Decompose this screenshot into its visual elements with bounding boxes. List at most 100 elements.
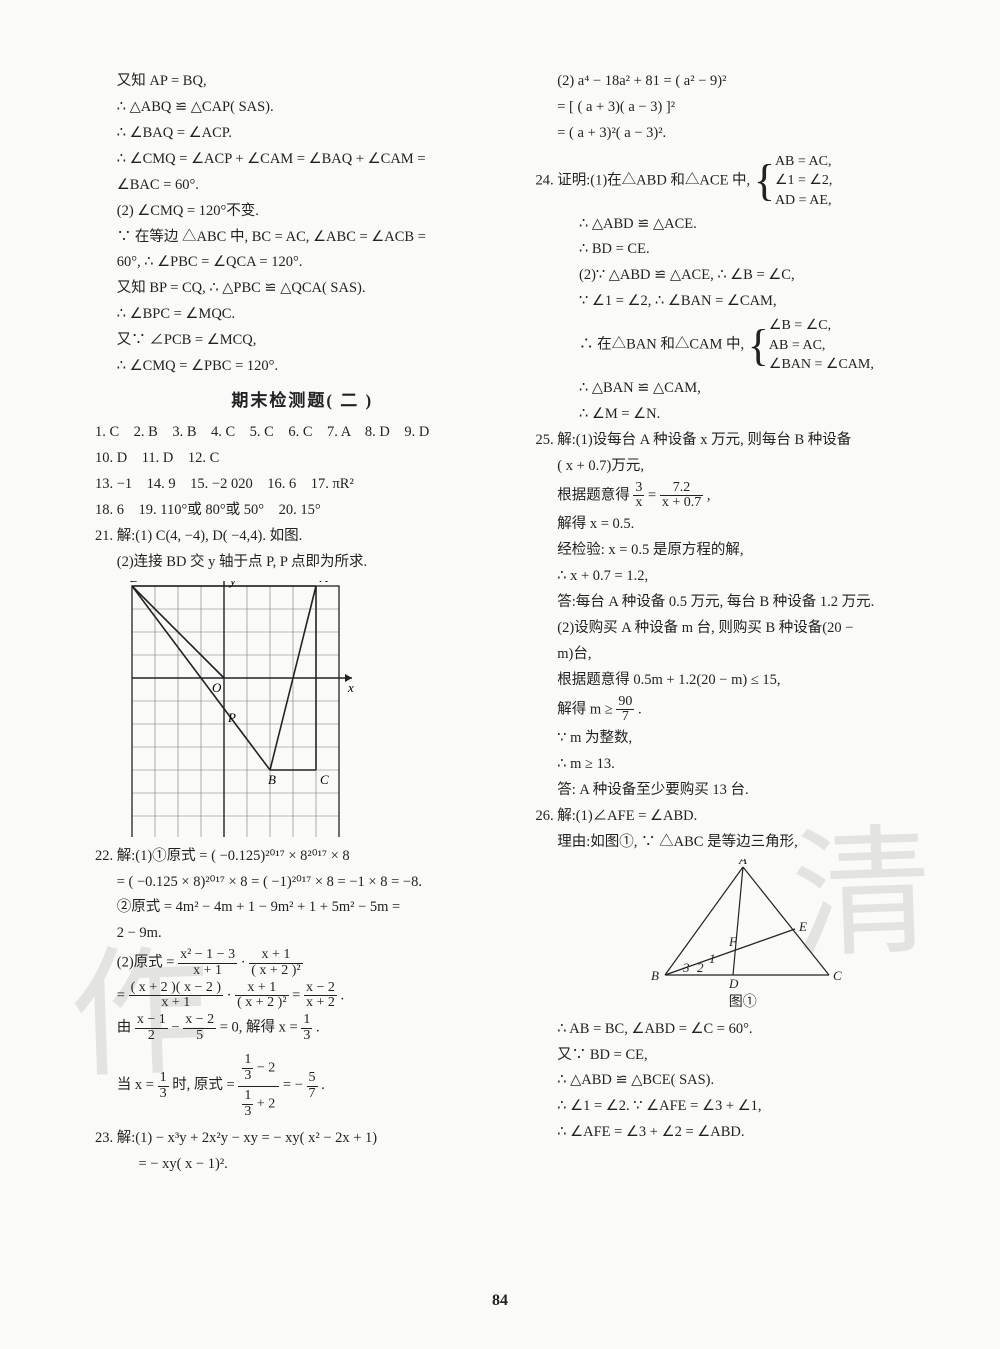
q22-line: = ( −0.125 × 8)²⁰¹⁷ × 8 = ( −1)²⁰¹⁷ × 8 …: [95, 871, 510, 895]
text-line: ∴ ∠CMQ = ∠PBC = 120°.: [95, 355, 510, 379]
svg-text:A: A: [738, 859, 747, 867]
right-column: (2) a⁴ − 18a² + 81 = ( a² − 9)² = [ ( a …: [536, 70, 951, 1179]
q25-line: 答:每台 A 种设备 0.5 万元, 每台 B 种设备 1.2 万元.: [536, 591, 951, 615]
q26-line: ∴ ∠AFE = ∠3 + ∠2 = ∠ABD.: [536, 1121, 951, 1145]
q24-line: 24. 证明:(1)在△ABD 和△ACE 中, { AB = AC, ∠1 =…: [536, 152, 951, 211]
brace-cases: { AB = AC, ∠1 = ∠2, AD = AE,: [754, 152, 833, 211]
label: 时, 原式 =: [172, 1078, 238, 1094]
svg-text:B: B: [268, 772, 276, 787]
text-line: 又知 BP = CQ, ∴ △PBC ≌ △QCA( SAS).: [95, 277, 510, 301]
svg-text:2: 2: [697, 960, 704, 975]
svg-text:C: C: [833, 968, 842, 983]
text-line: = ( a + 3)²( a − 3)².: [536, 122, 951, 146]
label: 当 x =: [117, 1078, 158, 1094]
svg-text:x: x: [347, 680, 354, 695]
label: 根据题意得: [557, 487, 633, 503]
section-title: 期末检测题( 二 ): [95, 387, 510, 415]
figure-caption: 图①: [536, 991, 951, 1014]
text-line: ∴ ∠M = ∠N.: [536, 403, 951, 427]
svg-text:D: D: [728, 976, 739, 989]
text-line: = [ ( a + 3)( a − 3) ]²: [536, 96, 951, 120]
text-line: (2) ∠CMQ = 120°不变.: [95, 200, 510, 224]
coordinate-grid-figure: y x O D A B C P: [127, 581, 357, 837]
svg-text:B: B: [651, 968, 659, 983]
left-column: 又知 AP = BQ, ∴ △ABQ ≌ △CAP( SAS). ∴ ∠BAQ …: [95, 70, 510, 1179]
svg-text:1: 1: [709, 951, 716, 966]
two-column-layout: 又知 AP = BQ, ∴ △ABQ ≌ △CAP( SAS). ∴ ∠BAQ …: [95, 70, 950, 1179]
label: =: [292, 987, 304, 1003]
page: 作 清 又知 AP = BQ, ∴ △ABQ ≌ △CAP( SAS). ∴ ∠…: [0, 0, 1000, 1349]
svg-text:y: y: [228, 581, 236, 588]
text-line: ∵ 在等边 △ABC 中, BC = AC, ∠ABC = ∠ACB =: [95, 226, 510, 250]
svg-text:D: D: [129, 581, 140, 585]
brace-cases: { ∠B = ∠C, AB = AC, ∠BAN = ∠CAM,: [748, 316, 874, 375]
text-line: ∴ BD = CE.: [536, 238, 951, 262]
q23-line: 23. 解:(1) − x³y + 2x²y − xy = − xy( x² −…: [95, 1127, 510, 1151]
label: .: [321, 1078, 325, 1094]
fraction: 907: [616, 695, 634, 725]
answer-line: 18. 6 19. 110°或 80°或 50° 20. 15°: [95, 499, 510, 523]
fraction: x − 2x + 2: [304, 981, 337, 1011]
big-fraction: 13 − 2 13 + 2: [238, 1051, 279, 1121]
label: .: [341, 987, 345, 1003]
fraction: 7.2x + 0.7: [660, 481, 703, 511]
text-line: ∴ ∠BAQ = ∠ACP.: [95, 122, 510, 146]
label: = 0, 解得 x =: [220, 1020, 302, 1036]
q25-line: 根据题意得 0.5m + 1.2(20 − m) ≤ 15,: [536, 669, 951, 693]
svg-text:O: O: [212, 680, 222, 695]
q26-line: 26. 解:(1)∠AFE = ∠ABD.: [536, 805, 951, 829]
q23-line: = − xy( x − 1)².: [95, 1153, 510, 1177]
text-line: ∴ △ABD ≌ △ACE.: [536, 213, 951, 237]
label: 由: [117, 1020, 132, 1036]
q26-line: 理由:如图①, ∵ △ABC 是等边三角形,: [536, 831, 951, 855]
svg-text:F: F: [728, 934, 738, 949]
svg-text:E: E: [798, 919, 807, 934]
q25-line: (2)设购买 A 种设备 m 台, 则购买 B 种设备(20 −: [536, 617, 951, 641]
q25-line: 25. 解:(1)设每台 A 种设备 x 万元, 则每台 B 种设备: [536, 429, 951, 453]
triangle-figure: A B C D E F 321: [643, 859, 843, 989]
fraction: x + 1( x + 2 )²: [235, 981, 288, 1011]
fraction: 3x: [633, 481, 644, 511]
fraction: x − 25: [183, 1013, 216, 1043]
svg-text:C: C: [320, 772, 329, 787]
text-line: ∴ △BAN ≌ △CAM,: [536, 377, 951, 401]
q25-line: m)台,: [536, 643, 951, 667]
svg-text:A: A: [319, 581, 328, 585]
label: ,: [707, 487, 711, 503]
q25-line: 解得 x = 0.5.: [536, 513, 951, 537]
label: .: [316, 1020, 320, 1036]
q22-2a: (2)原式 = x² − 1 − 3x + 1 · x + 1( x + 2 )…: [95, 948, 510, 978]
q25-line-3: 根据题意得 3x = 7.2x + 0.7 ,: [536, 481, 951, 511]
q25-line: ( x + 0.7)万元,: [536, 455, 951, 479]
q25-line: ∴ x + 0.7 = 1.2,: [536, 565, 951, 589]
q22-2d: 当 x = 13 时, 原式 = 13 − 2 13 + 2 = − 57 .: [95, 1051, 510, 1121]
label: ·: [227, 987, 235, 1003]
label: =: [648, 487, 660, 503]
label: .: [638, 701, 642, 717]
label: 解得 m ≥: [557, 701, 616, 717]
fraction: x − 12: [135, 1013, 168, 1043]
label: 24. 证明:(1)在△ABD 和△ACE 中,: [536, 172, 754, 188]
fraction: 13: [301, 1013, 312, 1043]
q25-line: 经检验: x = 0.5 是原方程的解,: [536, 539, 951, 563]
label: = −: [283, 1078, 307, 1094]
fraction: 57: [307, 1071, 318, 1101]
q24-line-6: ∴ 在△BAN 和△CAM 中, { ∠B = ∠C, AB = AC, ∠BA…: [536, 316, 951, 375]
q26-line: ∴ AB = BC, ∠ABD = ∠C = 60°.: [536, 1018, 951, 1042]
text-line: ∠BAC = 60°.: [95, 174, 510, 198]
q26-line: ∴ ∠1 = ∠2. ∵ ∠AFE = ∠3 + ∠1,: [536, 1095, 951, 1119]
page-number: 84: [0, 1288, 1000, 1314]
label: −: [171, 1020, 183, 1036]
answer-line: 13. −1 14. 9 15. −2 020 16. 6 17. πR²: [95, 473, 510, 497]
q22-2c: 由 x − 12 − x − 25 = 0, 解得 x = 13 .: [95, 1013, 510, 1043]
q25-line: ∴ m ≥ 13.: [536, 753, 951, 777]
svg-text:3: 3: [682, 960, 690, 975]
q25-line-11: 解得 m ≥ 907 .: [536, 695, 951, 725]
label: (2)原式 =: [117, 955, 178, 971]
text-line: ∴ ∠CMQ = ∠ACP + ∠CAM = ∠BAQ + ∠CAM =: [95, 148, 510, 172]
answer-line: 1. C 2. B 3. B 4. C 5. C 6. C 7. A 8. D …: [95, 421, 510, 445]
q21-line-b: (2)连接 BD 交 y 轴于点 P, P 点即为所求.: [95, 551, 510, 575]
q22-line: 22. 解:(1)①原式 = ( −0.125)²⁰¹⁷ × 8²⁰¹⁷ × 8: [95, 845, 510, 869]
q26-line: ∴ △ABD ≌ △BCE( SAS).: [536, 1069, 951, 1093]
svg-text:P: P: [227, 710, 236, 725]
